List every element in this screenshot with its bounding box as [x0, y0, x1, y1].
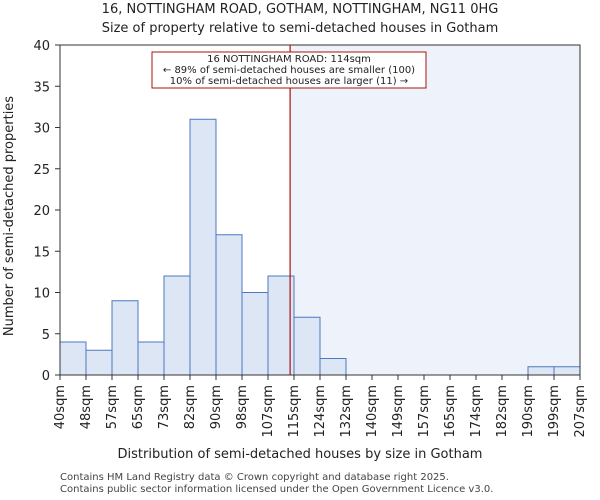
- histogram-bar: [189, 118, 217, 376]
- x-tick-label: 174sqm: [469, 385, 484, 438]
- histogram-bar: [59, 341, 87, 376]
- x-tick-label: 115sqm: [287, 385, 302, 438]
- y-axis-label: Number of semi-detached properties: [2, 96, 17, 336]
- chart-title-line2: Size of property relative to semi-detach…: [102, 21, 499, 36]
- footer-licence: Contains public sector information licen…: [60, 484, 494, 495]
- y-tick-label: 5: [42, 328, 50, 343]
- histogram-bar: [111, 300, 139, 376]
- larger-region-shade: [290, 45, 580, 375]
- x-tick-label: 190sqm: [521, 385, 536, 438]
- y-tick-label: 30: [33, 122, 50, 137]
- histogram-bar: [215, 234, 243, 376]
- x-tick-label: 199sqm: [547, 385, 562, 438]
- y-tick-label: 40: [33, 39, 50, 54]
- y-tick-label: 25: [33, 163, 50, 178]
- x-tick-label: 207sqm: [573, 385, 588, 438]
- annotation-line: 16 NOTTINGHAM ROAD: 114sqm: [207, 54, 371, 65]
- histogram-bar: [137, 341, 165, 376]
- histogram-bar: [85, 349, 113, 376]
- x-tick-label: 48sqm: [79, 385, 94, 429]
- x-tick-label: 82sqm: [183, 385, 198, 429]
- x-tick-label: 73sqm: [157, 385, 172, 429]
- x-tick-label: 149sqm: [391, 385, 406, 438]
- annotation-box: [151, 51, 427, 89]
- x-tick-label: 40sqm: [53, 385, 68, 429]
- y-tick-label: 35: [33, 80, 50, 95]
- histogram-bar: [527, 366, 555, 376]
- y-tick-label: 10: [33, 287, 50, 302]
- y-tick-label: 15: [33, 245, 50, 260]
- x-tick-label: 107sqm: [261, 385, 276, 438]
- x-tick-label: 132sqm: [339, 385, 354, 438]
- histogram-bar: [163, 275, 191, 376]
- y-tick-label: 0: [42, 369, 50, 384]
- x-tick-label: 182sqm: [495, 385, 510, 438]
- chart-title-line1: 16, NOTTINGHAM ROAD, GOTHAM, NOTTINGHAM,…: [102, 2, 499, 17]
- histogram-bar: [319, 358, 347, 376]
- x-tick-label: 157sqm: [417, 385, 432, 438]
- plot-area: 0 5 10 15 20 25 30 35 40 40sqm 48sqm 57sqm 65sqm 73sq…: [33, 39, 588, 438]
- x-tick-label: 165sqm: [443, 385, 458, 438]
- annotation-line: 10% of semi-detached houses are larger (…: [170, 76, 408, 87]
- footer-copyright: Contains HM Land Registry data © Crown c…: [60, 472, 449, 483]
- x-tick-label: 124sqm: [313, 385, 328, 438]
- x-tick-label: 65sqm: [131, 385, 146, 429]
- histogram-bar: [241, 292, 269, 376]
- x-tick-label: 90sqm: [209, 385, 224, 429]
- histogram-bar: [293, 316, 321, 376]
- x-tick-label: 98sqm: [235, 385, 250, 429]
- annotation-line: ← 89% of semi-detached houses are smalle…: [163, 65, 415, 76]
- histogram-bar: [553, 366, 581, 376]
- x-tick-label: 140sqm: [365, 385, 380, 438]
- x-axis-label: Distribution of semi-detached houses by …: [118, 447, 483, 462]
- x-tick-label: 57sqm: [105, 385, 120, 429]
- y-tick-label: 20: [33, 204, 50, 219]
